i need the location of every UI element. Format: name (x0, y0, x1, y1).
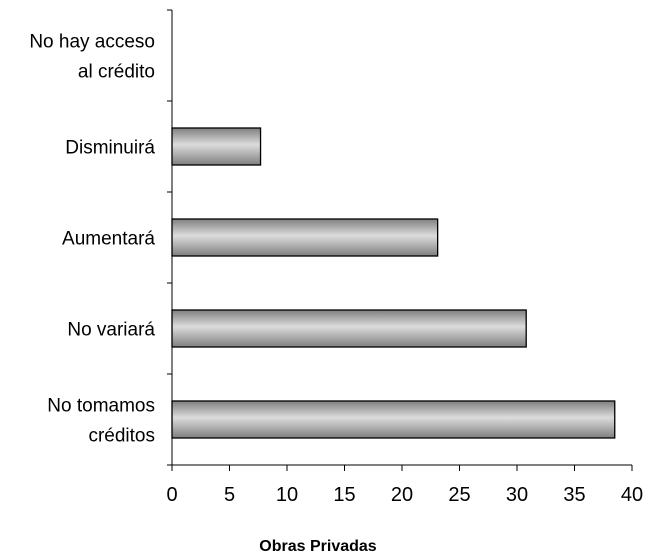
x-tick-label: 15 (333, 484, 355, 506)
x-tick-label: 0 (166, 484, 177, 506)
bar (171, 309, 527, 348)
x-tick-label: 25 (448, 484, 470, 506)
bar (171, 218, 439, 257)
x-tick-label: 35 (563, 484, 585, 506)
x-tick-label: 40 (621, 484, 643, 506)
category-label: al crédito (78, 62, 155, 83)
category-label: No variará (67, 320, 155, 341)
category-label: No hay acceso (29, 32, 155, 53)
category-label: No tomamos (47, 396, 155, 417)
bar (171, 127, 262, 166)
category-label: Disminuirá (65, 138, 155, 159)
category-labels: No hay acceso al crédito Disminuirá Aumenta… (29, 32, 155, 447)
x-tick-label: 30 (506, 484, 528, 506)
x-tick-label: 10 (276, 484, 298, 506)
x-tick-labels: 0 5 10 15 20 25 30 35 40 (166, 484, 643, 506)
bars-layer (171, 127, 616, 439)
category-label: créditos (88, 426, 155, 447)
x-axis-title: Obras Privadas (259, 538, 377, 555)
x-tick-label: 20 (391, 484, 413, 506)
category-label: Aumentará (62, 229, 155, 250)
axis-layer (167, 9, 633, 471)
x-tick-label: 5 (224, 484, 235, 506)
bar (171, 400, 616, 439)
